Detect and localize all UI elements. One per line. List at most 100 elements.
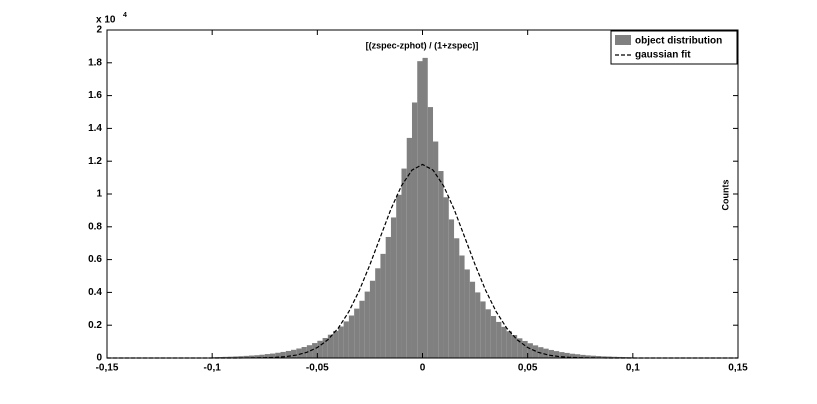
histogram-bar xyxy=(427,107,434,358)
y-axis-label: Counts xyxy=(720,180,730,211)
histogram-bar xyxy=(480,301,486,358)
histogram-bar xyxy=(270,353,276,358)
histogram-bar xyxy=(501,326,507,358)
histogram-bar xyxy=(296,348,302,358)
y-tick-label: 1.4 xyxy=(88,123,102,134)
histogram-bar xyxy=(406,137,412,358)
histogram-bar xyxy=(438,171,444,358)
histogram-bar xyxy=(469,281,476,358)
histogram-bar xyxy=(354,308,360,358)
histogram-bar xyxy=(511,335,518,358)
histogram-bar xyxy=(369,280,376,358)
y-tick-label: 1.8 xyxy=(88,57,102,68)
y-tick-label: 0.6 xyxy=(88,254,102,265)
histogram-bar xyxy=(532,345,539,358)
x-tick-label: 0,1 xyxy=(626,363,640,374)
histogram-bar xyxy=(390,217,397,358)
histogram-bar xyxy=(496,321,502,358)
histogram-bar xyxy=(401,168,407,358)
histogram-bar xyxy=(522,340,528,358)
histogram-bar xyxy=(238,356,244,358)
histogram-bar xyxy=(291,349,297,358)
legend-swatch xyxy=(615,35,631,45)
histogram-bar xyxy=(611,356,618,358)
histogram-bar xyxy=(543,348,549,358)
histogram-bar xyxy=(227,356,234,358)
histogram-bar xyxy=(254,355,260,358)
histogram-bar xyxy=(380,253,386,358)
histogram-bar xyxy=(580,354,586,358)
histogram-bar xyxy=(464,269,470,358)
histogram-bar xyxy=(548,349,554,358)
legend-label: gaussian fit xyxy=(635,50,691,61)
histogram-bar xyxy=(312,343,318,358)
y-multiplier-exponent: 4 xyxy=(123,12,127,19)
histogram-bar xyxy=(275,352,281,358)
x-tick-label: 0 xyxy=(420,363,426,374)
x-tick-label: -0,1 xyxy=(204,363,222,374)
histogram-bar xyxy=(475,292,481,358)
histogram-bar xyxy=(375,268,381,358)
x-tick-label: -0,15 xyxy=(96,363,119,374)
histogram-bar xyxy=(259,354,265,358)
histogram-bar xyxy=(327,334,334,358)
histogram-bar xyxy=(364,291,370,358)
histogram-bar xyxy=(222,356,228,358)
histogram-bar xyxy=(553,351,560,358)
histogram-bar xyxy=(243,355,249,358)
y-tick-label: 0.2 xyxy=(88,320,102,331)
histogram-bar xyxy=(301,347,307,358)
histogram-bar xyxy=(559,352,565,358)
histogram-bar xyxy=(285,350,292,358)
histogram-bar xyxy=(248,355,255,358)
histogram-bar xyxy=(564,352,570,358)
y-tick-label: 0 xyxy=(96,353,102,364)
y-multiplier: x 10 xyxy=(96,15,116,26)
histogram-bar xyxy=(385,236,391,358)
histogram-bar xyxy=(485,309,491,358)
histogram-bar xyxy=(606,356,612,358)
y-tick-label: 1.2 xyxy=(88,156,102,167)
y-tick-label: 1 xyxy=(96,189,102,200)
histogram-bar xyxy=(459,255,465,358)
histogram-bar xyxy=(454,238,460,358)
x-tick-label: -0,05 xyxy=(306,363,329,374)
histogram-bar xyxy=(527,343,533,358)
histogram-bar xyxy=(422,57,428,358)
histogram-bar xyxy=(443,197,449,358)
histogram-bar xyxy=(517,338,523,358)
histogram-bar xyxy=(574,354,581,358)
histogram-bar xyxy=(338,326,344,358)
histogram-bar xyxy=(490,316,497,358)
x-tick-label: 0,05 xyxy=(518,363,538,374)
histogram-bar xyxy=(596,356,602,358)
legend-box xyxy=(610,30,738,65)
histogram-bar xyxy=(448,219,455,358)
y-tick-label: 0.4 xyxy=(88,287,102,298)
histogram-bar xyxy=(617,356,623,358)
histogram-bar xyxy=(396,194,402,358)
y-tick-label: 0.8 xyxy=(88,221,102,232)
histogram-bar xyxy=(411,102,418,358)
histogram-bar xyxy=(417,61,423,358)
histogram-bar xyxy=(433,141,439,358)
chart-title: [(zspec-zphot) / (1+zspec)] xyxy=(366,40,479,50)
y-tick-label: 1.6 xyxy=(88,90,102,101)
fit-line xyxy=(107,163,738,359)
x-tick-label: 0,15 xyxy=(728,363,748,374)
histogram-bar xyxy=(306,345,313,358)
histogram-bar xyxy=(343,321,349,358)
histogram-bar xyxy=(317,340,323,358)
histogram-bar xyxy=(322,337,328,358)
y-tick-label: 2 xyxy=(96,25,102,36)
histogram-bar xyxy=(359,300,365,358)
histogram-bar xyxy=(264,354,271,358)
histogram-bar xyxy=(280,351,286,358)
histogram-bar xyxy=(333,330,339,358)
histogram-bar xyxy=(233,356,239,358)
legend-label: object distribution xyxy=(635,36,722,47)
histogram-bar xyxy=(601,356,607,358)
histogram-bar xyxy=(590,355,597,358)
histogram-bar xyxy=(348,315,355,358)
